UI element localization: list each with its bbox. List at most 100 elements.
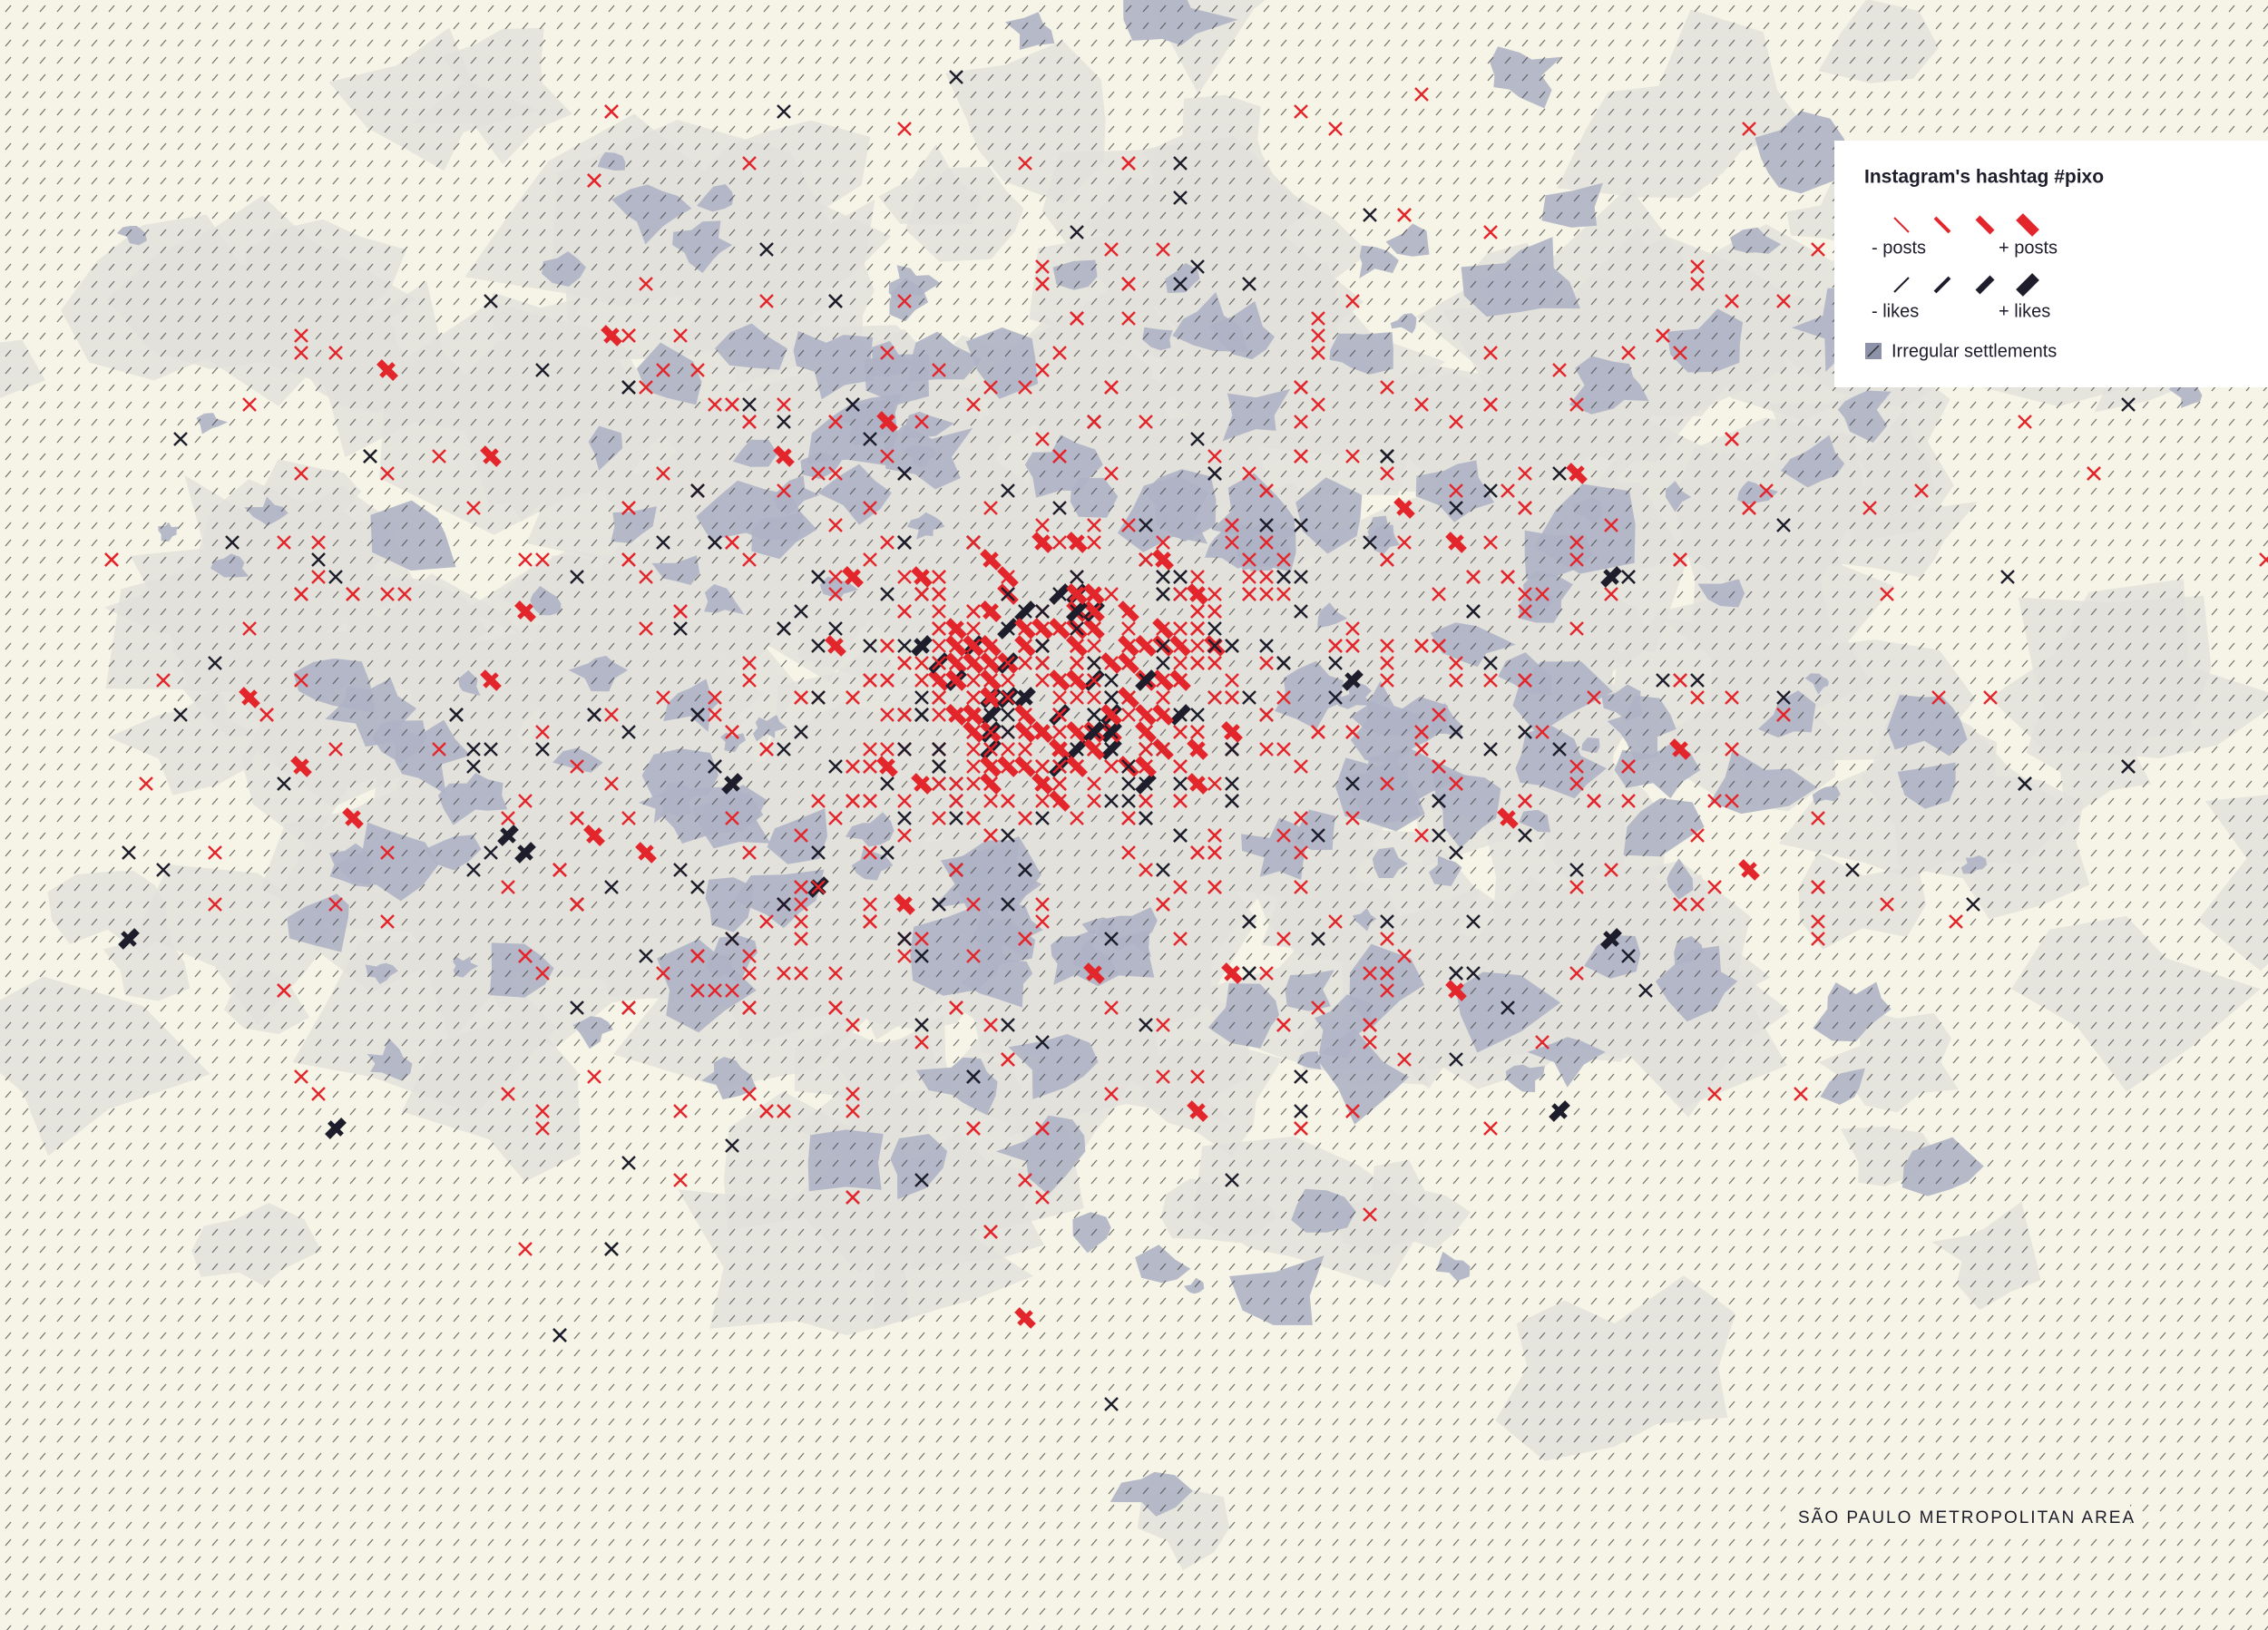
post-mark xyxy=(639,277,653,291)
post-mark xyxy=(1311,311,1325,326)
mark-stroke xyxy=(1087,708,1101,722)
mark-stroke xyxy=(1621,949,1636,963)
mark-stroke xyxy=(1604,587,1618,601)
post-mark xyxy=(1207,449,1222,464)
post-mark xyxy=(759,294,774,308)
mark-stroke xyxy=(656,535,670,550)
post-mark xyxy=(621,501,636,515)
post-mark xyxy=(1156,242,1170,257)
post-mark xyxy=(1294,759,1308,774)
mark-stroke xyxy=(1225,673,1239,688)
mark-stroke xyxy=(1587,794,1601,808)
mark-stroke xyxy=(1173,156,1188,171)
post-mark xyxy=(1621,570,1636,584)
engagement-bar xyxy=(1066,583,1088,605)
mark-stroke xyxy=(914,932,929,946)
mark-stroke xyxy=(1035,1121,1050,1136)
mark-stroke xyxy=(380,466,395,481)
mark-stroke xyxy=(794,725,808,739)
mark-stroke xyxy=(673,328,688,343)
post-mark xyxy=(1104,1087,1119,1101)
post-mark xyxy=(1190,639,1205,653)
engagement-bar xyxy=(1100,704,1122,726)
mark-stroke xyxy=(897,122,912,136)
mark-stroke xyxy=(1190,570,1205,584)
post-mark xyxy=(1259,535,1274,550)
mark-stroke xyxy=(432,449,446,464)
mark-stroke xyxy=(1207,656,1222,670)
post-mark xyxy=(1035,776,1050,791)
post-mark xyxy=(1880,897,1894,912)
mark-stroke xyxy=(621,501,636,515)
post-mark xyxy=(966,397,981,412)
mark-stroke xyxy=(1225,1173,1239,1187)
post-mark xyxy=(621,725,636,739)
post-mark xyxy=(828,621,843,636)
mark-stroke xyxy=(1121,277,1136,291)
mark-stroke xyxy=(1518,794,1532,808)
mark-stroke xyxy=(1311,311,1325,326)
post-mark xyxy=(380,466,395,481)
post-mark xyxy=(1466,914,1481,929)
mark-stroke xyxy=(1173,587,1188,601)
post-mark xyxy=(535,725,550,739)
mark-stroke xyxy=(1242,466,1256,481)
mark-stroke xyxy=(863,673,877,688)
mark-stroke xyxy=(535,742,550,756)
mark-stroke xyxy=(1604,518,1618,532)
post-mark xyxy=(1035,639,1050,653)
post-mark xyxy=(828,415,843,429)
engagement-bar xyxy=(1083,962,1105,984)
mark-stroke xyxy=(1052,776,1067,791)
post-mark xyxy=(156,673,171,688)
mark-stroke xyxy=(966,690,981,705)
post-mark xyxy=(570,1000,584,1015)
mark-stroke xyxy=(897,811,912,825)
mark-stroke xyxy=(1207,776,1222,791)
post-mark xyxy=(1414,828,1429,843)
mark-stroke xyxy=(828,759,843,774)
mark-stroke xyxy=(1156,570,1170,584)
mark-stroke xyxy=(949,776,963,791)
mark-stroke xyxy=(1139,742,1153,756)
mark-stroke xyxy=(1725,794,1739,808)
mark-stroke xyxy=(242,621,257,636)
post-mark xyxy=(1414,87,1429,102)
mark-stroke xyxy=(1156,587,1170,601)
post-mark xyxy=(966,673,981,688)
post-mark xyxy=(1052,794,1067,808)
mark-stroke xyxy=(328,346,343,360)
post-mark xyxy=(811,845,826,860)
mark-stroke xyxy=(1414,87,1429,102)
engagement-bar xyxy=(1118,600,1139,622)
mark-stroke xyxy=(1432,708,1446,722)
mark-stroke xyxy=(966,1069,981,1084)
mark-stroke xyxy=(1121,845,1136,860)
post-mark xyxy=(621,1156,636,1170)
engagement-bar xyxy=(514,842,536,864)
engagement-bar xyxy=(721,773,743,795)
mark-stroke xyxy=(880,346,894,360)
mark-stroke xyxy=(828,811,843,825)
mark-stroke xyxy=(466,742,481,756)
mark-stroke xyxy=(1621,570,1636,584)
mark-stroke xyxy=(1518,604,1532,619)
post-mark xyxy=(966,897,981,912)
mark-stroke xyxy=(277,535,291,550)
post-mark xyxy=(1397,535,1412,550)
mark-stroke xyxy=(759,742,774,756)
engagement-bar xyxy=(1014,600,1036,622)
post-mark xyxy=(1104,794,1119,808)
mark-stroke xyxy=(1501,483,1515,498)
mark-stroke xyxy=(966,949,981,963)
post-mark xyxy=(397,587,412,601)
engagement-bar xyxy=(980,635,1002,657)
post-mark xyxy=(1070,811,1084,825)
post-mark xyxy=(1087,656,1101,670)
mark-stroke xyxy=(1225,690,1239,705)
post-mark xyxy=(1121,776,1136,791)
post-mark xyxy=(1449,725,1463,739)
post-mark xyxy=(259,708,274,722)
mark-stroke xyxy=(914,1035,929,1049)
post-mark xyxy=(759,242,774,257)
